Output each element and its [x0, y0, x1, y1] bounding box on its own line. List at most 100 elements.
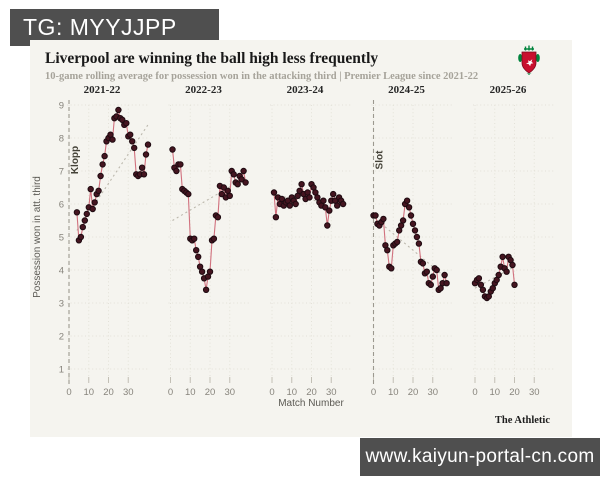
chart-title: Liverpool are winning the ball high less…: [45, 50, 379, 67]
x-tick-label: 30: [224, 387, 235, 398]
season-label: 2025-26: [490, 84, 527, 96]
data-point: [226, 192, 234, 200]
season-label: 2022-23: [185, 84, 222, 96]
data-point: [292, 200, 299, 208]
data-point: [272, 214, 280, 221]
data-point: [286, 202, 293, 209]
data-point: [79, 223, 86, 231]
chart-card: Liverpool are winning the ball high less…: [30, 40, 572, 437]
data-point: [123, 120, 130, 127]
data-point: [95, 187, 102, 195]
y-tick-label: 8: [59, 134, 64, 145]
data-point: [97, 172, 104, 180]
shankly-gates-icon: [524, 45, 534, 51]
panel-2021-22: 0 10 20 30 2021-22 Klopp: [66, 84, 152, 398]
data-point: [81, 217, 88, 224]
data-point: [503, 268, 510, 275]
chart-plot: 1 2 3 4 5 6 7 8 9 Possession won in att. third Mat…: [32, 84, 555, 426]
data-point: [218, 190, 226, 198]
data-point: [230, 171, 237, 178]
x-tick-label: 30: [123, 387, 134, 398]
panel-2024-25: 0 10 20 30 2024-25 Slot: [370, 84, 454, 398]
season-label: 2023-24: [287, 84, 324, 96]
data-point: [210, 235, 218, 242]
data-point: [306, 194, 313, 201]
crest-scroll: [526, 72, 532, 75]
data-point: [324, 222, 331, 229]
data-point: [234, 181, 241, 188]
x-tick-label: 20: [306, 387, 317, 398]
data-point: [278, 195, 286, 203]
manager-label: Slot: [375, 150, 386, 170]
data-point: [99, 161, 106, 168]
data-point: [109, 136, 116, 143]
x-tick-label: 0: [269, 387, 274, 398]
data-point: [138, 164, 146, 171]
data-point: [509, 261, 516, 269]
data-point: [479, 286, 487, 294]
manager-label: Klopp: [70, 146, 81, 174]
data-point: [240, 167, 247, 175]
data-point: [403, 197, 411, 204]
eternal-flame-right-icon: [535, 54, 540, 62]
data-point: [443, 280, 450, 287]
x-tick-label: 30: [529, 387, 540, 398]
attribution: The Athletic: [495, 415, 550, 426]
trend-line: [373, 216, 447, 279]
data-point: [511, 281, 518, 289]
data-point: [214, 214, 222, 221]
data-point: [73, 209, 81, 216]
data-point: [185, 190, 192, 198]
x-tick-label: 20: [509, 387, 520, 398]
x-tick-label: 10: [286, 387, 297, 398]
data-point: [394, 238, 401, 246]
y-axis-title: Possession won in att. third: [32, 176, 43, 298]
data-point: [298, 181, 305, 188]
data-point: [198, 268, 206, 275]
x-tick-label: 10: [83, 387, 94, 398]
data-point: [423, 268, 430, 275]
data-point: [413, 233, 421, 241]
data-point: [77, 233, 85, 241]
data-point: [322, 204, 329, 211]
liver-bird-icon: [526, 59, 534, 67]
data-point: [427, 281, 434, 289]
data-point: [169, 146, 176, 153]
data-point: [441, 271, 448, 279]
data-point: [115, 106, 122, 114]
y-tick-label: 4: [59, 266, 64, 277]
panel-2023-24: 0 10 20 30 2023-24: [269, 84, 352, 398]
season-label: 2021-22: [84, 84, 121, 96]
data-point: [388, 265, 395, 272]
data-point: [326, 207, 333, 214]
x-tick-label: 20: [205, 387, 216, 398]
data-point: [193, 247, 200, 254]
data-point: [384, 247, 391, 254]
x-tick-label: 20: [103, 387, 114, 398]
y-tick-label: 9: [59, 101, 64, 112]
bottom-banner: www.kaiyun-portal-cn.com: [360, 438, 600, 476]
season-label: 2024-25: [388, 84, 425, 96]
x-tick-label: 30: [326, 387, 337, 398]
data-point: [270, 189, 278, 196]
data-point: [499, 253, 506, 261]
data-point: [415, 240, 423, 247]
data-point: [429, 273, 436, 280]
data-point: [220, 184, 228, 191]
panel-2022-23: 0 10 20 30 2022-23: [168, 84, 251, 398]
data-point: [372, 212, 379, 219]
data-point: [419, 260, 427, 267]
y-tick-label: 5: [59, 233, 64, 244]
eternal-flame-left-icon: [518, 54, 523, 62]
data-point: [87, 185, 94, 193]
x-tick-label: 30: [427, 387, 438, 398]
y-tick-label: 1: [59, 365, 64, 376]
panel-2025-26: 0 10 20 30 2025-26: [471, 84, 555, 398]
data-point: [242, 179, 249, 186]
data-point: [202, 286, 210, 294]
trend-line: [273, 195, 344, 205]
data-point: [320, 197, 327, 204]
data-point: [407, 212, 415, 219]
y-tick-label: 3: [59, 299, 64, 310]
